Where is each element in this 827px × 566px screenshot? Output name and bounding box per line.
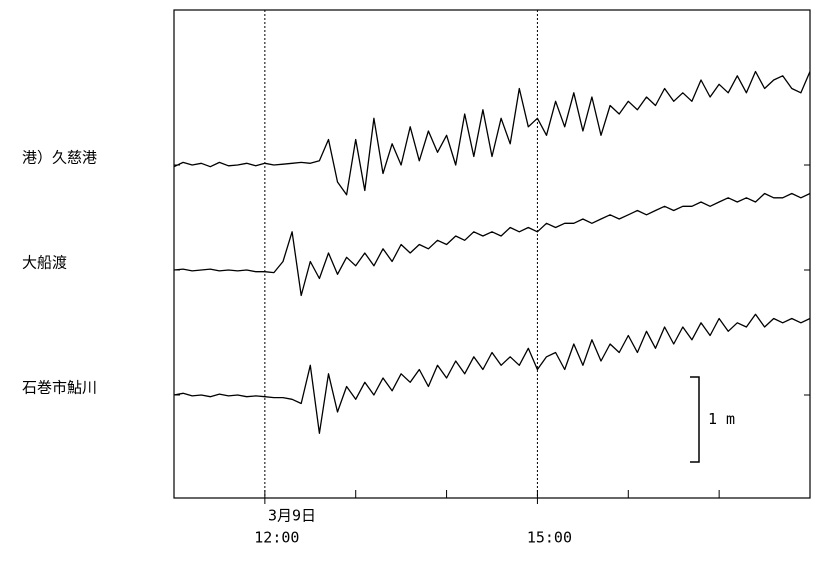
date-label: 3月9日 — [268, 507, 316, 525]
tide-trace — [173, 192, 811, 297]
station-label: 港）久慈港 — [22, 149, 97, 167]
scale-bar-label: 1 m — [708, 410, 735, 428]
x-tick-label: 15:00 — [527, 529, 572, 547]
x-tick-label: 12:00 — [254, 529, 299, 547]
tide-trace — [173, 313, 811, 434]
station-label: 大船渡 — [22, 254, 67, 272]
scale-bar — [690, 376, 700, 463]
tide-trace — [173, 70, 811, 196]
plot-frame — [173, 9, 811, 499]
station-label: 石巻市鮎川 — [22, 379, 97, 397]
